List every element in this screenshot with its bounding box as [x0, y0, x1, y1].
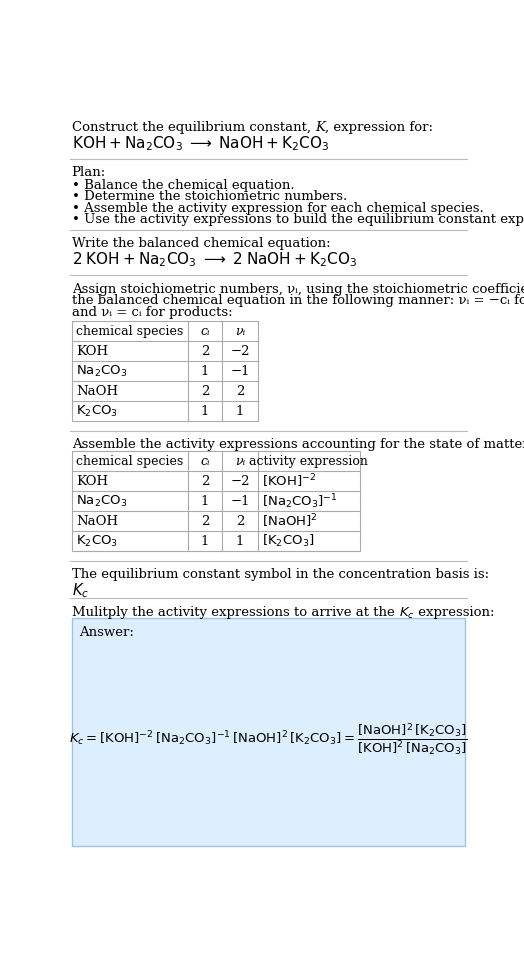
Text: 1: 1: [201, 535, 209, 548]
Text: • Use the activity expressions to build the equilibrium constant expression.: • Use the activity expressions to build …: [72, 213, 524, 227]
Text: cᵢ: cᵢ: [200, 324, 210, 338]
Text: Construct the equilibrium constant,: Construct the equilibrium constant,: [72, 121, 315, 134]
Text: $\mathrm{Na_2CO_3}$: $\mathrm{Na_2CO_3}$: [77, 364, 128, 379]
Text: 2: 2: [236, 515, 244, 528]
Text: $\mathrm{2\;KOH + Na_2CO_3 \;\longrightarrow\; 2\;NaOH + K_2CO_3}$: $\mathrm{2\;KOH + Na_2CO_3 \;\longrighta…: [72, 251, 357, 269]
Text: Plan:: Plan:: [72, 167, 106, 179]
Text: Assemble the activity expressions accounting for the state of matter and νᵢ:: Assemble the activity expressions accoun…: [72, 438, 524, 452]
Text: νᵢ: νᵢ: [235, 324, 245, 338]
Text: K: K: [315, 121, 325, 134]
Text: 1: 1: [236, 535, 244, 548]
Text: the balanced chemical equation in the following manner: νᵢ = −cᵢ for reactants: the balanced chemical equation in the fo…: [72, 294, 524, 307]
Text: The equilibrium constant symbol in the concentration basis is:: The equilibrium constant symbol in the c…: [72, 568, 489, 581]
FancyBboxPatch shape: [72, 322, 258, 421]
Text: 2: 2: [201, 385, 209, 398]
Text: Assign stoichiometric numbers, νᵢ, using the stoichiometric coefficients, cᵢ, fr: Assign stoichiometric numbers, νᵢ, using…: [72, 282, 524, 296]
Text: • Assemble the activity expression for each chemical species.: • Assemble the activity expression for e…: [72, 202, 484, 215]
Text: $K_c$: $K_c$: [399, 606, 414, 621]
Text: 2: 2: [201, 345, 209, 358]
Text: $\mathrm{K_2CO_3}$: $\mathrm{K_2CO_3}$: [77, 404, 118, 419]
Text: 1: 1: [201, 405, 209, 418]
Text: 2: 2: [201, 515, 209, 528]
Text: $K_c = [\mathrm{KOH}]^{-2}\,[\mathrm{Na_2CO_3}]^{-1}\,[\mathrm{NaOH}]^{2}\,[\mat: $K_c = [\mathrm{KOH}]^{-2}\,[\mathrm{Na_…: [69, 722, 468, 758]
Text: 1: 1: [201, 495, 209, 508]
Text: expression:: expression:: [414, 606, 495, 619]
Text: 1: 1: [201, 365, 209, 378]
Text: • Balance the chemical equation.: • Balance the chemical equation.: [72, 179, 294, 191]
Text: Mulitply the activity expressions to arrive at the: Mulitply the activity expressions to arr…: [72, 606, 399, 619]
Text: $[\mathrm{NaOH}]^{2}$: $[\mathrm{NaOH}]^{2}$: [263, 513, 318, 530]
Text: 2: 2: [236, 385, 244, 398]
Text: cᵢ: cᵢ: [200, 455, 210, 468]
Text: νᵢ: νᵢ: [235, 455, 245, 468]
Text: −1: −1: [230, 365, 249, 378]
Text: $K_c$: $K_c$: [72, 582, 89, 600]
Text: $\mathrm{Na_2CO_3}$: $\mathrm{Na_2CO_3}$: [77, 494, 128, 509]
FancyBboxPatch shape: [72, 452, 360, 551]
Text: NaOH: NaOH: [77, 385, 118, 398]
Text: $\mathrm{K_2CO_3}$: $\mathrm{K_2CO_3}$: [77, 534, 118, 549]
Text: −2: −2: [230, 345, 249, 358]
Text: NaOH: NaOH: [77, 515, 118, 528]
FancyBboxPatch shape: [72, 618, 465, 846]
Text: $[\mathrm{Na_2CO_3}]^{-1}$: $[\mathrm{Na_2CO_3}]^{-1}$: [263, 492, 338, 511]
Text: $[\mathrm{K_2CO_3}]$: $[\mathrm{K_2CO_3}]$: [263, 533, 315, 549]
Text: , expression for:: , expression for:: [325, 121, 433, 134]
Text: −1: −1: [230, 495, 249, 508]
Text: $[\mathrm{KOH}]^{-2}$: $[\mathrm{KOH}]^{-2}$: [263, 473, 316, 490]
Text: • Determine the stoichiometric numbers.: • Determine the stoichiometric numbers.: [72, 190, 347, 203]
Text: −2: −2: [230, 475, 249, 488]
Text: Write the balanced chemical equation:: Write the balanced chemical equation:: [72, 237, 330, 251]
Text: $\mathrm{KOH + Na_2CO_3 \;\longrightarrow\; NaOH + K_2CO_3}$: $\mathrm{KOH + Na_2CO_3 \;\longrightarro…: [72, 134, 329, 153]
Text: chemical species: chemical species: [76, 324, 183, 338]
Text: 1: 1: [236, 405, 244, 418]
Text: activity expression: activity expression: [249, 455, 368, 468]
Text: KOH: KOH: [77, 345, 108, 358]
Text: Answer:: Answer:: [80, 626, 134, 639]
Text: 2: 2: [201, 475, 209, 488]
Text: and νᵢ = cᵢ for products:: and νᵢ = cᵢ for products:: [72, 306, 232, 319]
Text: KOH: KOH: [77, 475, 108, 488]
Text: chemical species: chemical species: [76, 455, 183, 468]
